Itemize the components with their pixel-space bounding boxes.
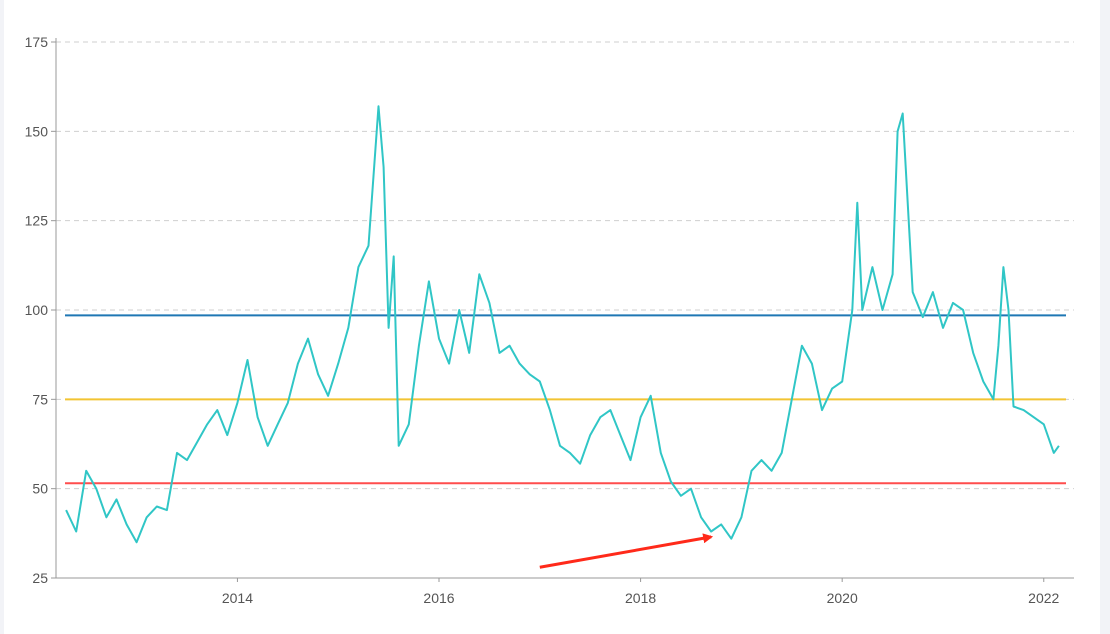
y-tick-label: 25 [32, 570, 48, 586]
chart-card: 25 50 75 100 125 150 175 2014 2016 2018 2020 2022 [4, 0, 1100, 634]
reference-lines [65, 314, 1066, 485]
series-line-0 [65, 105, 1060, 544]
annotations [539, 533, 714, 569]
axes: 25 50 75 100 125 150 175 2014 2016 2018 2020 2022 [25, 34, 1074, 606]
line-chart: 25 50 75 100 125 150 175 2014 2016 2018 2020 2022 [25, 34, 1074, 606]
y-tick-label: 175 [25, 34, 49, 50]
annotation-arrow [539, 533, 714, 569]
series-layer [65, 105, 1060, 544]
y-tick-label: 75 [32, 391, 48, 407]
x-tick-label: 2018 [625, 590, 656, 606]
y-tick-label: 150 [25, 123, 49, 139]
x-tick-label: 2016 [423, 590, 454, 606]
y-tick-label: 50 [32, 481, 48, 497]
x-tick-label: 2014 [222, 590, 253, 606]
x-tick-label: 2020 [827, 590, 858, 606]
y-tick-label: 125 [25, 213, 49, 229]
x-tick-label: 2022 [1028, 590, 1059, 606]
y-tick-label: 100 [25, 302, 49, 318]
